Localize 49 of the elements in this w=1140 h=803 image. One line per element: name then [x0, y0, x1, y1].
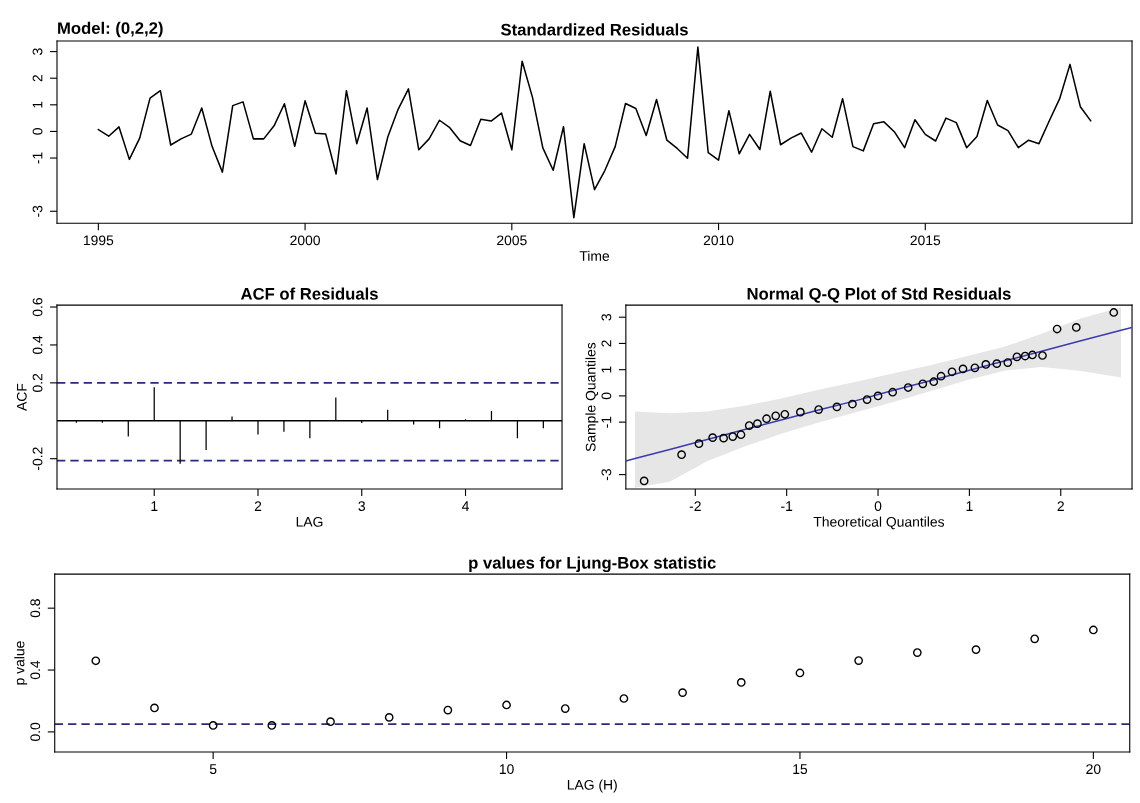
- y-tick-label: 0.6: [32, 297, 43, 317]
- y-tick-label: 2: [32, 75, 43, 82]
- y-tick-label: 0.4: [30, 660, 41, 680]
- y-tick-label: 0: [32, 128, 43, 135]
- x-tick-label: 4: [461, 501, 469, 511]
- x-tick-label: -1: [781, 501, 793, 511]
- chart-title: p values for Ljung-Box statistic: [469, 556, 716, 573]
- x-tick-label: 1995: [83, 235, 114, 246]
- x-tick-label: -2: [689, 501, 701, 511]
- x-axis-title: Theoretical Quantiles: [813, 516, 945, 530]
- y-axis-title: p value: [14, 641, 28, 685]
- x-tick-label: 2: [1057, 501, 1064, 511]
- x-axis-title: Time: [579, 250, 610, 261]
- y-tick-label: 3: [601, 313, 612, 321]
- y-tick-label: -0.2: [32, 447, 43, 471]
- x-axis-title: LAG: [296, 516, 323, 527]
- y-tick-label: 2: [601, 340, 612, 347]
- x-tick-label: 1: [151, 501, 158, 511]
- x-axis-title: LAG (H): [567, 779, 617, 793]
- x-tick-label: 2010: [703, 235, 734, 246]
- y-tick-label: 1: [32, 101, 43, 108]
- y-axis-title: Sample Quantiles: [585, 342, 599, 452]
- y-tick-label: -1: [32, 152, 43, 164]
- y-tick-label: 0.8: [30, 599, 41, 618]
- chart-title: Standardized Residuals: [500, 23, 688, 36]
- y-axis-title: ACF: [16, 383, 27, 411]
- x-tick-label: 20: [1086, 764, 1101, 775]
- x-tick-label: 15: [793, 764, 808, 775]
- text: Model: (0,2,2): [58, 21, 163, 38]
- x-tick-label: 2005: [497, 235, 527, 246]
- chart-title: Normal Q-Q Plot of Std Residuals: [747, 287, 1011, 303]
- x-tick-label: 2015: [910, 235, 941, 246]
- chart-title: ACF of Residuals: [240, 287, 378, 300]
- x-tick-label: 10: [499, 764, 514, 775]
- x-tick-label: 2000: [290, 235, 320, 246]
- x-tick-label: 0: [874, 501, 882, 512]
- y-tick-label: 0.0: [30, 722, 41, 742]
- x-tick-label: 3: [358, 501, 366, 512]
- x-tick-label: 5: [209, 764, 217, 775]
- y-tick-label: -1: [601, 416, 612, 428]
- y-tick-label: 3: [32, 48, 43, 55]
- x-tick-label: 2: [254, 501, 262, 511]
- y-tick-label: -3: [32, 205, 43, 217]
- x-tick-label: 1: [966, 501, 973, 511]
- y-tick-label: 0: [601, 392, 612, 400]
- y-tick-label: 1: [601, 366, 612, 373]
- y-tick-label: -3: [601, 469, 612, 481]
- y-tick-label: 0.2: [32, 373, 43, 392]
- y-tick-label: 0.4: [32, 335, 43, 355]
